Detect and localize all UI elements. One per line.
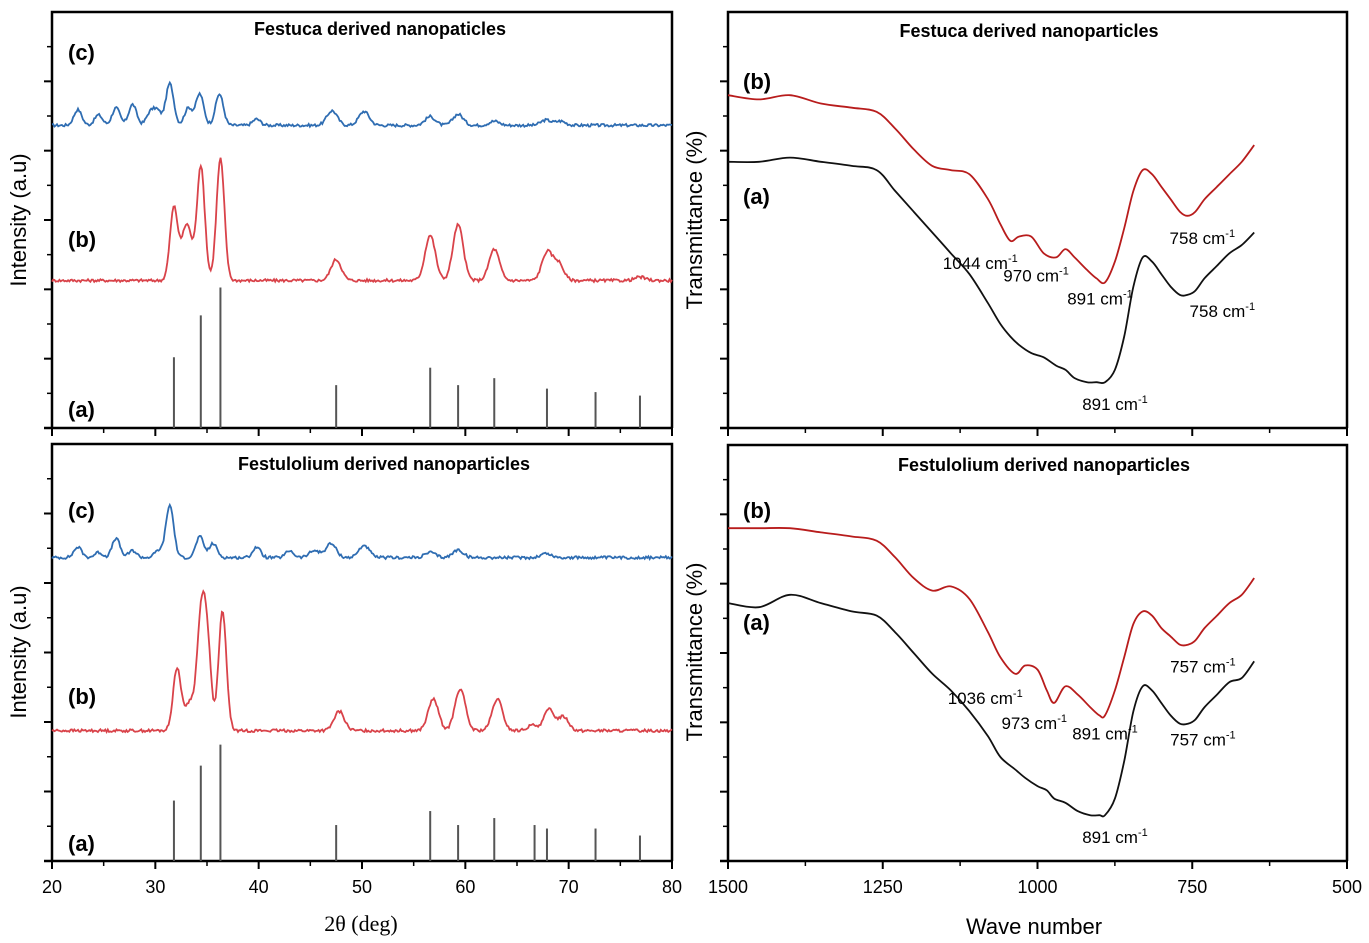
x-tick-label: 70 [559,877,579,897]
peak-annotation-sup: -1 [1138,394,1148,406]
series-label-b: (b) [743,69,771,94]
peak-annotation-text: 758 cm [1190,302,1246,321]
x-tick-label: 40 [249,877,269,897]
series-line-c [51,502,673,562]
peak-annotation-text: 1044 cm [943,254,1008,273]
panel-ftir-festuca: Festuca derived nanoparticles (b) (a) Tr… [682,10,1349,436]
peak-annotation-sup: -1 [1013,688,1023,700]
series-line-b [728,526,1255,719]
panel-xrd-festuca: Festuca derived nanopaticles (c) (b) (a)… [6,10,674,436]
peak-annotation-text: 891 cm [1082,828,1138,847]
x-tick-label: 750 [1177,877,1207,897]
peak-annotation-text: 891 cm [1067,289,1123,308]
peak-annotation: 891 cm-1 [1082,394,1148,414]
series-label-c: (c) [68,40,95,65]
series-label-b: (b) [743,498,771,523]
x-tick-label: 80 [662,877,682,897]
panel-title: Festuca derived nanopaticles [254,19,506,39]
peak-annotation-text: 757 cm [1170,658,1226,677]
peak-annotation-text: 1036 cm [948,689,1013,708]
series-line-c [52,80,673,129]
panel-title: Festulolium derived nanoparticles [898,455,1190,475]
y-axis-label: Transmittance (%) [682,563,707,742]
peak-annotation: 891 cm-1 [1072,723,1138,743]
y-axis-label: Intensity (a.u) [6,153,31,286]
peak-annotation-text: 973 cm [1001,714,1057,733]
frame [726,10,1349,428]
peak-annotation-sup: -1 [1245,301,1255,313]
y-axis-label: Transmittance (%) [682,131,707,310]
x-tick-label: 60 [455,877,475,897]
peak-annotation-sup: -1 [1123,288,1133,300]
x-tick-label: 1000 [1017,877,1057,897]
panel-title: Festulolium derived nanoparticles [238,454,530,474]
peak-annotation: 970 cm-1 [1003,265,1069,285]
x-tick-label: 1500 [708,877,748,897]
series-label-a: (a) [68,397,95,422]
peak-annotation: 1036 cm-1 [948,688,1023,708]
peak-annotation: 758 cm-1 [1190,301,1256,321]
peak-annotation-text: 891 cm [1082,395,1138,414]
peak-annotation: 973 cm-1 [1001,713,1067,733]
x-tick-label: 20 [42,877,62,897]
peak-annotation-sup: -1 [1225,228,1235,240]
x-tick-label: 50 [352,877,372,897]
series-line-a [727,156,1255,385]
x-axis-label: Wave number [966,914,1102,939]
peak-annotation: 758 cm-1 [1170,228,1236,248]
peak-annotation-text: 970 cm [1003,266,1059,285]
series-label-a: (a) [743,184,770,209]
frame [726,443,1349,861]
frame [50,442,674,861]
x-axis-label: 2θ (deg) [324,911,397,936]
x-tick-label: 500 [1332,877,1362,897]
peak-annotation-text: 758 cm [1170,229,1226,248]
series-line-b [727,94,1255,285]
series-line-b [51,157,673,284]
panel-ftir-festulolium: 1500 1250 1000 750 500 Festulolium derived n… [682,443,1362,939]
peak-annotation-sup: -1 [1226,730,1236,742]
y-axis-label: Intensity (a.u) [6,585,31,718]
series-line-a [727,593,1255,818]
x-tick-label: 1250 [863,877,903,897]
peak-annotation-sup: -1 [1226,657,1236,669]
series-label-b: (b) [68,227,96,252]
peak-annotation-sup: -1 [1059,265,1069,277]
peak-annotation-sup: -1 [1008,253,1018,265]
peak-annotation: 891 cm-1 [1067,288,1133,308]
peak-annotation: 757 cm-1 [1170,657,1236,677]
series-label-a: (a) [743,610,770,635]
frame [50,10,674,428]
series-label-b: (b) [68,684,96,709]
peak-annotation-sup: -1 [1128,723,1138,735]
peak-annotation: 1044 cm-1 [943,253,1018,273]
series-label-c: (c) [68,498,95,523]
series-line-b [51,589,673,734]
peak-annotation: 891 cm-1 [1082,827,1148,847]
x-tick-label: 30 [145,877,165,897]
panel-xrd-festulolium: 20 30 40 50 60 70 80 Festulolium derived nanop… [6,442,682,936]
panel-title: Festuca derived nanoparticles [899,21,1158,41]
peak-annotation-sup: -1 [1138,827,1148,839]
peak-annotation-sup: -1 [1057,713,1067,725]
peak-annotation: 757 cm-1 [1170,730,1236,750]
series-label-a: (a) [68,831,95,856]
peak-annotation-text: 891 cm [1072,724,1128,743]
peak-annotation-text: 757 cm [1170,731,1226,750]
